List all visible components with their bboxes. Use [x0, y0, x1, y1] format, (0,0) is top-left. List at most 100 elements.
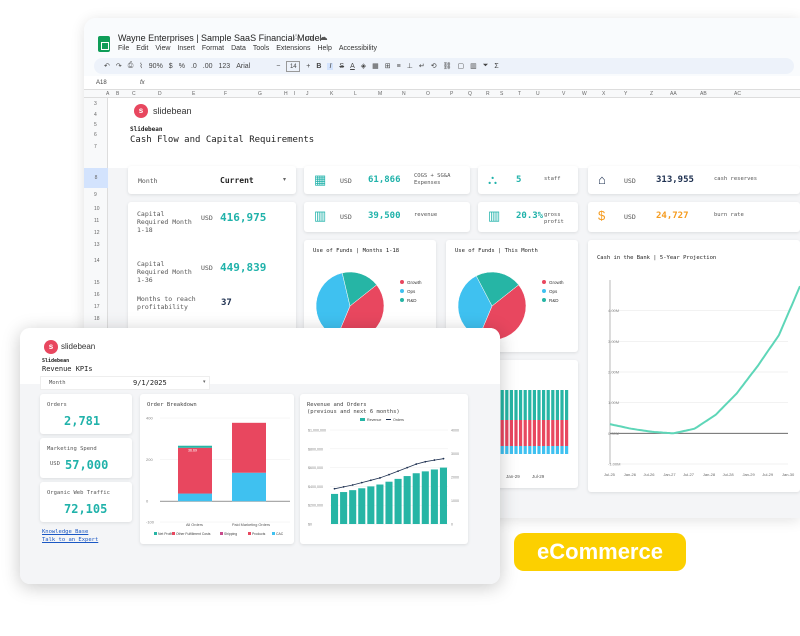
- text-color-button[interactable]: A: [350, 62, 355, 70]
- menu-item-extensions[interactable]: Extensions: [276, 45, 311, 52]
- fill-color-icon[interactable]: ◈: [360, 63, 367, 70]
- bg-bar-red: [555, 420, 559, 446]
- decrease-decimal-button[interactable]: .0: [190, 62, 197, 70]
- column-header: T: [518, 91, 522, 97]
- capital-18-currency: USD: [201, 214, 213, 222]
- legend-label: Products: [252, 532, 266, 536]
- bg-bar-blue: [528, 446, 532, 454]
- zoom-select[interactable]: 90%: [148, 62, 163, 70]
- cloud-icon[interactable]: ☁: [318, 32, 333, 42]
- font-size-minus[interactable]: −: [276, 62, 281, 70]
- x-tick-label: Jan-30: [782, 472, 795, 477]
- column-header: H: [284, 91, 288, 97]
- menu-item-help[interactable]: Help: [317, 45, 332, 52]
- strikethrough-button[interactable]: S: [339, 62, 345, 70]
- legend-swatch: [220, 532, 223, 535]
- legend-label: Ops: [407, 289, 416, 294]
- bank-icon: ⌂: [598, 172, 606, 187]
- revenue-month-selector[interactable]: Month 9/1/2025 ▾: [40, 376, 210, 390]
- x-tick-label: Jul-29: [532, 474, 545, 479]
- percent-button[interactable]: %: [178, 62, 185, 70]
- valign-icon[interactable]: ⊥: [406, 63, 413, 70]
- bg-bar-blue: [514, 446, 518, 454]
- capital-18-value: 416,975: [220, 211, 267, 224]
- profitability-value: 37: [221, 298, 232, 308]
- font-size-plus[interactable]: +: [306, 62, 311, 70]
- font-select[interactable]: Arial: [236, 62, 251, 70]
- undo-icon[interactable]: ↶: [104, 63, 110, 70]
- redo-icon[interactable]: ↷: [115, 63, 122, 70]
- capital-card: Capital Required Month 1-18 USD 416,975 …: [128, 202, 296, 352]
- menu-item-view[interactable]: View: [155, 45, 171, 52]
- name-box[interactable]: A18: [96, 79, 107, 86]
- order-breakdown-chart: 400 200 0 -100 36.69 All Orders 136.88 Paid Mar…: [146, 416, 290, 536]
- menu-item-data[interactable]: Data: [231, 45, 246, 52]
- bg-bar-teal: [560, 390, 564, 420]
- marketing-label: Marketing Spend: [47, 446, 97, 452]
- row-header: 5: [94, 122, 97, 128]
- link-icon[interactable]: ⛓: [442, 63, 452, 70]
- month-value: Current: [220, 176, 254, 185]
- print-icon[interactable]: ⎙: [127, 62, 134, 69]
- row-header: 14: [94, 258, 100, 264]
- cash-line-chart: 4.00M 3.00M 2.00M 1.00M 0.00M -1.00M Jul-25 Jan…: [604, 280, 800, 477]
- knowledge-base-link[interactable]: Knowledge Base: [42, 529, 89, 535]
- talk-to-expert-link[interactable]: Talk to an Expert: [42, 537, 99, 543]
- menu-item-insert[interactable]: Insert: [177, 45, 195, 52]
- menu-item-tools[interactable]: Tools: [252, 45, 270, 52]
- bold-button[interactable]: B: [316, 62, 322, 70]
- marketing-value: 57,000: [65, 458, 109, 472]
- menu-item-file[interactable]: File: [118, 45, 130, 52]
- font-size-input[interactable]: 14: [286, 60, 301, 72]
- chevron-down-icon: ▾: [283, 177, 287, 183]
- month-selector[interactable]: Month Current ▾: [128, 166, 296, 194]
- bg-bar-blue: [537, 446, 541, 454]
- functions-icon[interactable]: Σ: [494, 62, 499, 70]
- y-tick-label: $400,000: [308, 485, 323, 489]
- star-icon[interactable]: ☆: [292, 32, 306, 42]
- bg-bar-teal: [542, 390, 546, 420]
- document-title[interactable]: Wayne Enterprises | Sample SaaS Financia…: [118, 33, 322, 43]
- number-format-button[interactable]: 123: [218, 62, 231, 70]
- bg-bar-blue: [509, 446, 513, 454]
- slidebean-logo-icon: s: [134, 104, 148, 118]
- menu-bar: File Edit View Insert Format Data Tools Extensi…: [118, 45, 377, 52]
- wrap-icon[interactable]: ↵: [418, 63, 425, 70]
- title-icons: ☆▭☁: [292, 32, 333, 43]
- menu-item-format[interactable]: Format: [201, 45, 225, 52]
- rotate-icon[interactable]: ⟲: [430, 63, 437, 70]
- orders-value: 2,781: [64, 414, 101, 428]
- legend-label: Growth: [407, 280, 422, 285]
- menu-item-edit[interactable]: Edit: [136, 45, 149, 52]
- italic-button[interactable]: I: [327, 62, 334, 70]
- chart-icon[interactable]: ▥: [470, 63, 477, 70]
- row-header: 13: [94, 242, 100, 248]
- toolbar: ↶ ↷ ⎙ ⌇ 90% $ % .0 .00 123 Arial − 14 + …: [94, 58, 794, 74]
- column-header: AC: [734, 91, 741, 97]
- bg-bar-blue: [560, 446, 564, 454]
- legend-swatch: [272, 532, 275, 535]
- bg-bar-red: [514, 420, 518, 446]
- cash-title: Cash in the Bank | 5-Year Projection: [597, 255, 717, 261]
- currency-button[interactable]: $: [168, 62, 173, 70]
- filter-icon[interactable]: ⏷: [482, 62, 489, 69]
- bg-bar-red: [505, 420, 509, 446]
- comment-icon[interactable]: ▢: [457, 63, 465, 70]
- bg-bar-teal: [500, 390, 504, 420]
- orders-card: Orders 2,781: [40, 394, 132, 434]
- cash-line: [609, 285, 800, 435]
- increase-decimal-button[interactable]: .00: [202, 62, 213, 70]
- column-header: D: [158, 91, 162, 97]
- revenue-bar: [430, 469, 438, 524]
- menu-item-accessibility[interactable]: Accessibility: [338, 45, 377, 52]
- data-label: 36.69: [188, 449, 197, 453]
- legend-swatch: [542, 280, 546, 284]
- y-tick-label: $0: [308, 523, 312, 527]
- legend-label: Growth: [549, 280, 564, 285]
- merge-icon[interactable]: ⊞: [384, 63, 391, 70]
- borders-icon[interactable]: ▦: [372, 63, 379, 70]
- legend-swatch: [542, 289, 546, 293]
- folder-icon[interactable]: ▭: [305, 32, 319, 42]
- paint-format-icon[interactable]: ⌇: [139, 63, 143, 70]
- align-icon[interactable]: ≡: [396, 62, 401, 70]
